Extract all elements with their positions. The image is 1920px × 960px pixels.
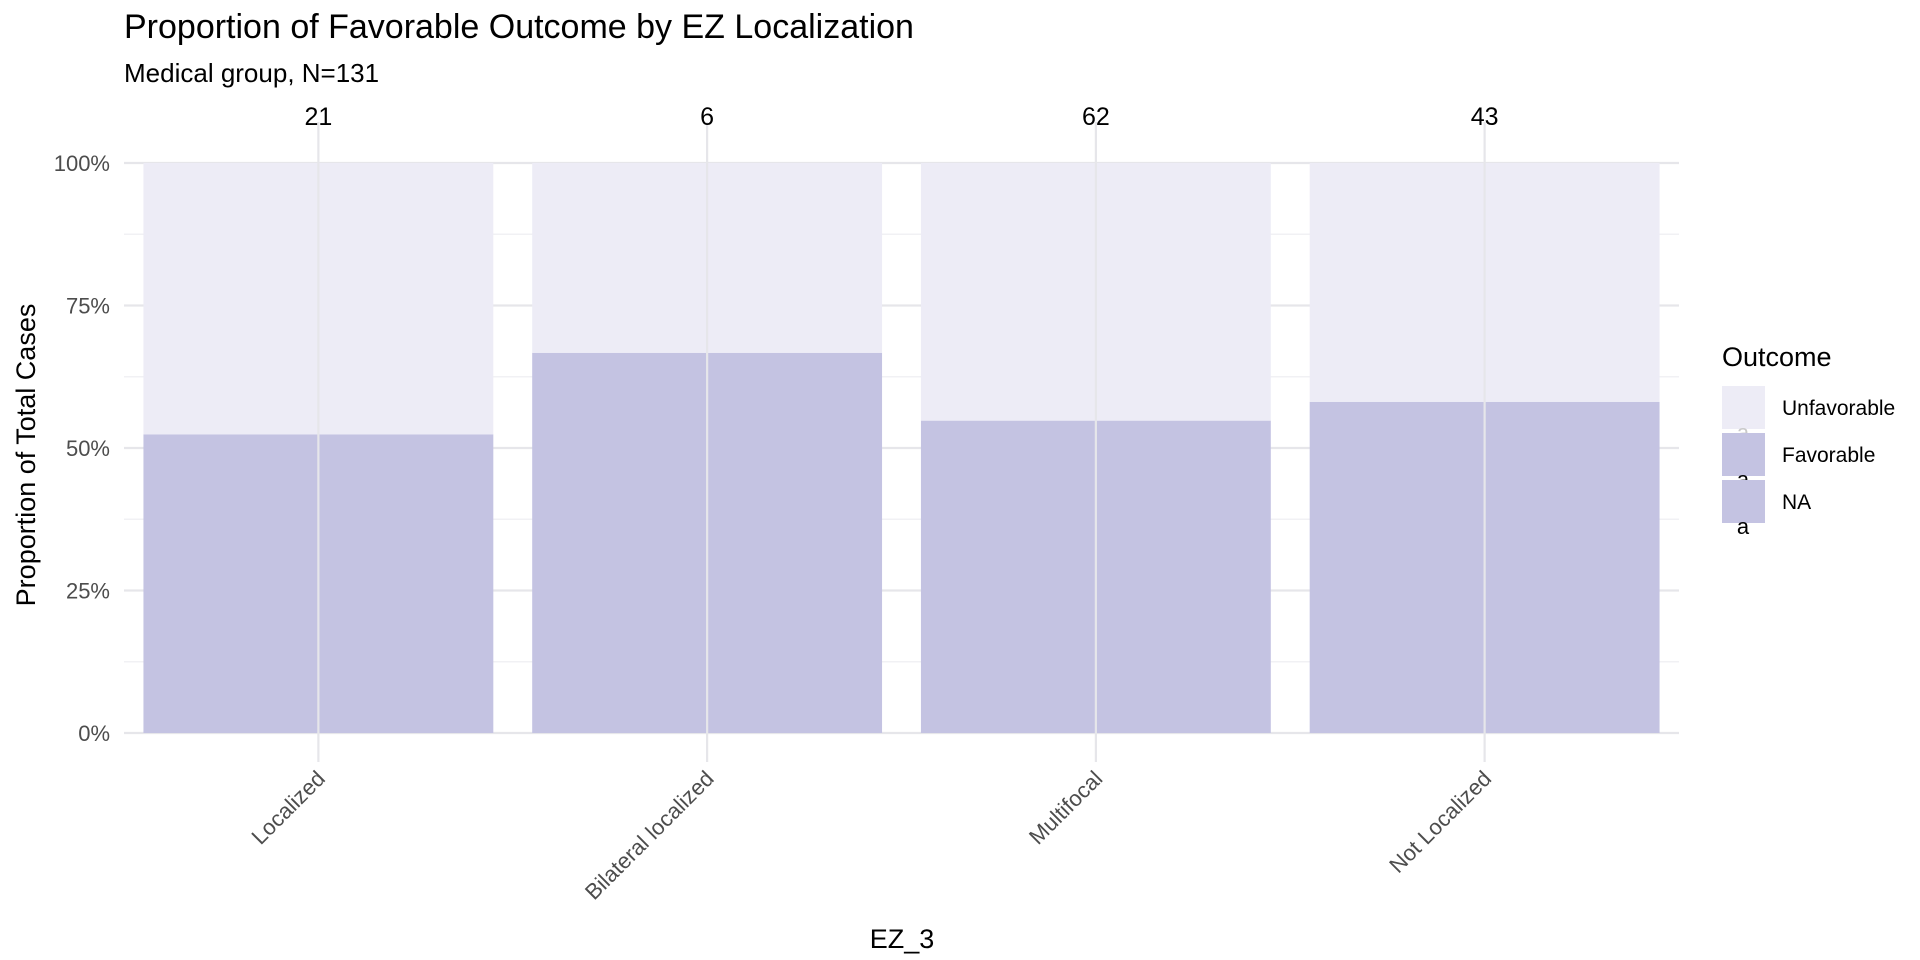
count-label: 62 xyxy=(1082,103,1110,131)
y-tick-label: 25% xyxy=(66,579,110,604)
y-tick-label: 50% xyxy=(66,436,110,461)
x-tick-label: Bilateral localized xyxy=(580,766,719,905)
legend-swatch xyxy=(1722,480,1765,523)
legend-title: Outcome xyxy=(1722,342,1832,372)
count-label: 6 xyxy=(700,103,714,131)
legend-key-glyph: a xyxy=(1737,514,1750,539)
x-tick-label: Multifocal xyxy=(1024,766,1107,849)
count-labels: 21 6 62 43 xyxy=(304,103,1498,131)
x-tick-label: Not Localized xyxy=(1384,766,1496,878)
legend-swatch xyxy=(1722,433,1765,476)
vertical-grid-lines xyxy=(317,122,1486,762)
count-label: 43 xyxy=(1471,103,1499,131)
x-tick-label: Localized xyxy=(247,766,330,849)
x-axis-ticks: Localized Bilateral localized Multifocal No… xyxy=(247,766,1497,905)
y-tick-label: 100% xyxy=(54,151,110,176)
count-label: 21 xyxy=(304,103,332,131)
chart-title: Proportion of Favorable Outcome by EZ Lo… xyxy=(124,8,914,46)
legend-label: NA xyxy=(1782,491,1811,514)
legend-label: Unfavorable xyxy=(1782,397,1895,420)
y-tick-label: 75% xyxy=(66,294,110,319)
legend-swatch xyxy=(1722,386,1765,429)
y-tick-label: 0% xyxy=(78,721,110,746)
legend-label: Favorable xyxy=(1782,444,1875,467)
y-axis-ticks: 0% 25% 50% 75% 100% xyxy=(54,151,110,746)
x-axis-title: EZ_3 xyxy=(870,924,935,954)
y-axis-title: Proportion of Total Cases xyxy=(11,304,41,607)
chart-subtitle: Medical group, N=131 xyxy=(124,58,379,88)
